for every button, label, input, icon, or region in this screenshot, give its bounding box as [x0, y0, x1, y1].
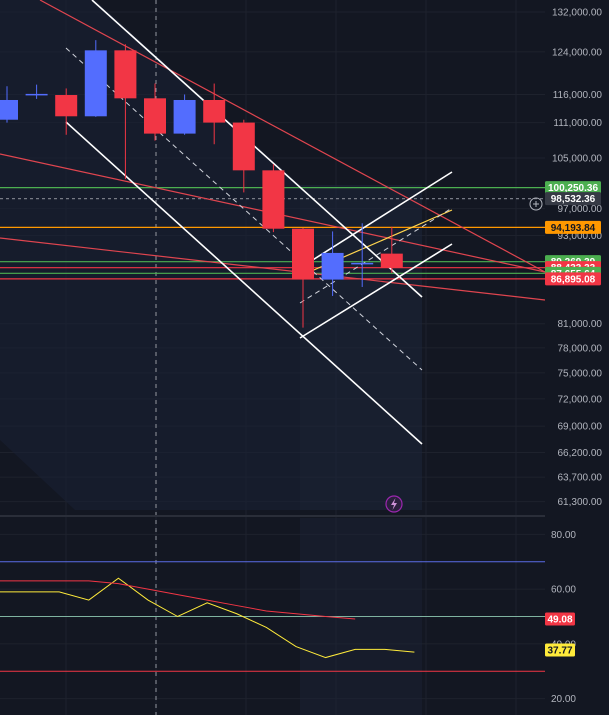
- candle-body[interactable]: [0, 99, 18, 120]
- red-trendline-lower: [0, 237, 546, 301]
- add-alert-icon[interactable]: [529, 197, 543, 211]
- candles: [0, 40, 403, 328]
- price-axis-label: 66,200.00: [558, 448, 603, 459]
- price-axis-label: 81,000.00: [558, 319, 603, 330]
- rsi-axis-label: 60.00: [551, 585, 576, 596]
- candle-body[interactable]: [25, 93, 48, 96]
- price-axis-label: 75,000.00: [558, 368, 603, 379]
- red-trendline-upper: [39, 0, 546, 273]
- lightning-icon[interactable]: [385, 495, 403, 513]
- price-tags: 100,250.3698,532.3694,193.8489,269.3988,…: [545, 181, 601, 657]
- candle-body[interactable]: [351, 262, 374, 265]
- price-axis-label: 111,000.00: [553, 118, 602, 129]
- price-tag: [545, 192, 601, 206]
- price-tag: [545, 181, 601, 195]
- price-axis-label: 72,000.00: [558, 394, 603, 405]
- rsi-value-tag: [545, 612, 575, 626]
- price-axis-label: 124,000.00: [552, 47, 602, 58]
- price-axis-label: 61,300.00: [558, 497, 603, 508]
- channel-mid-dashed: [65, 47, 423, 371]
- rsi-ma-line: [0, 580, 356, 620]
- price-axis-label: 105,000.00: [552, 154, 602, 165]
- price-tag-label: 94,193.84: [551, 223, 596, 234]
- axis-background: [545, 0, 609, 715]
- rsi-line: [0, 577, 415, 659]
- rsi-axis-label: 20.00: [551, 694, 576, 705]
- rsi-value-tag-label: 37.77: [547, 645, 572, 656]
- price-tag-label: 98,532.36: [551, 194, 596, 205]
- rsi-pane: [0, 561, 545, 672]
- rising-channel-mid: [299, 207, 453, 304]
- candle-body[interactable]: [292, 228, 314, 280]
- price-axis-label: 93,000.00: [558, 231, 603, 242]
- candle-body[interactable]: [114, 50, 137, 99]
- candle-body[interactable]: [173, 99, 196, 134]
- price-tag: [545, 220, 601, 234]
- price-axis-label: 132,000.00: [552, 7, 602, 18]
- price-axis-label: 78,000.00: [558, 343, 603, 354]
- candle-body[interactable]: [232, 122, 255, 171]
- rsi-axis-label: 80.00: [551, 530, 576, 541]
- price-axis-label: 97,000.00: [558, 204, 603, 215]
- price-tag: [545, 272, 601, 286]
- rsi-value-tag: [545, 643, 575, 657]
- price-axis-label: 69,000.00: [558, 422, 603, 433]
- price-tag-label: 100,250.36: [548, 183, 598, 194]
- candle-body[interactable]: [55, 95, 78, 117]
- candle-body[interactable]: [203, 99, 226, 123]
- channel-upper-white: [91, 0, 423, 298]
- candle-body[interactable]: [321, 252, 344, 280]
- candle-body[interactable]: [84, 50, 107, 117]
- candle-body[interactable]: [380, 253, 403, 268]
- price-tag-label: 86,895.08: [551, 274, 596, 285]
- candle-body[interactable]: [144, 98, 166, 134]
- price-axis-label: 63,700.00: [558, 473, 603, 484]
- price-axis[interactable]: 132,000.00 124,000.00 116,000.00 111,000.00…: [545, 0, 609, 715]
- candle-body[interactable]: [262, 170, 285, 229]
- rising-channel-lower: [299, 243, 453, 339]
- rising-channel-upper: [299, 171, 453, 269]
- range-shade: [300, 185, 422, 510]
- rsi-value-tag-label: 49.08: [547, 615, 572, 626]
- price-axis-label: 116,000.00: [553, 90, 603, 101]
